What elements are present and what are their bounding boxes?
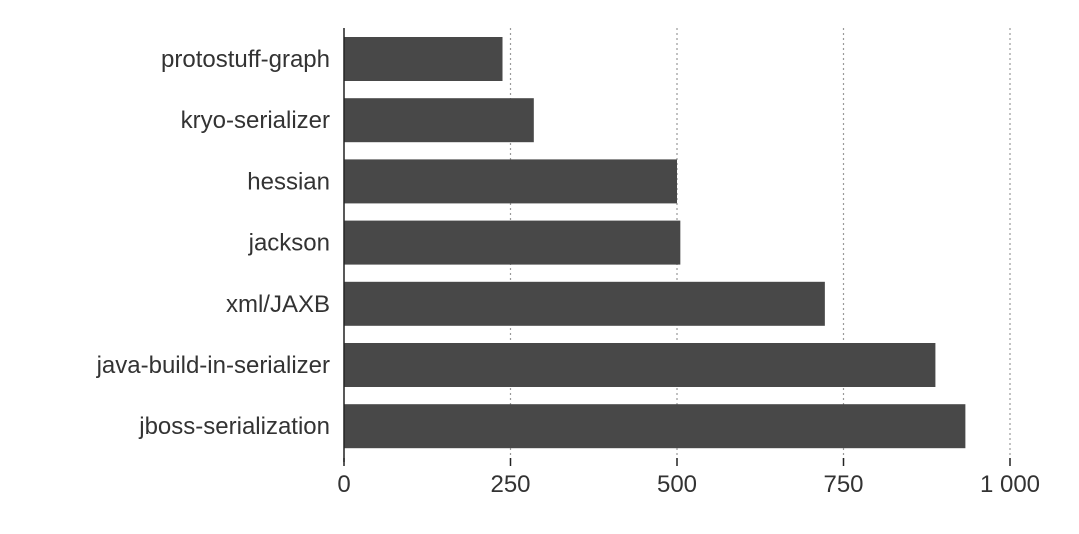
category-label-5: java-build-in-serializer: [96, 352, 330, 379]
category-labels: protostuff-graph kryo-serializer hessian ja…: [96, 46, 330, 440]
category-label-4: xml/JAXB: [226, 291, 330, 318]
bar-2: [344, 159, 677, 204]
category-label-2: hessian: [247, 168, 330, 195]
x-tick-label-2: 500: [657, 471, 697, 498]
tick-labels: 0 250 500 750 1 000: [337, 471, 1040, 498]
bar-1: [344, 98, 534, 143]
x-tick-label-3: 750: [823, 471, 863, 498]
category-label-0: protostuff-graph: [161, 46, 330, 73]
category-label-3: jackson: [248, 230, 330, 257]
category-label-1: kryo-serializer: [181, 107, 330, 134]
x-tick-label-4: 1 000: [980, 471, 1040, 498]
bar-6: [344, 404, 966, 449]
axes: [343, 28, 1011, 466]
x-tick-label-0: 0: [337, 471, 350, 498]
x-tick-label-1: 250: [490, 471, 530, 498]
bars: [344, 37, 966, 449]
bar-5: [344, 343, 936, 387]
bar-3: [344, 220, 681, 265]
bar-0: [344, 37, 503, 81]
category-label-6: jboss-serialization: [138, 413, 330, 440]
bar-4: [344, 281, 825, 326]
